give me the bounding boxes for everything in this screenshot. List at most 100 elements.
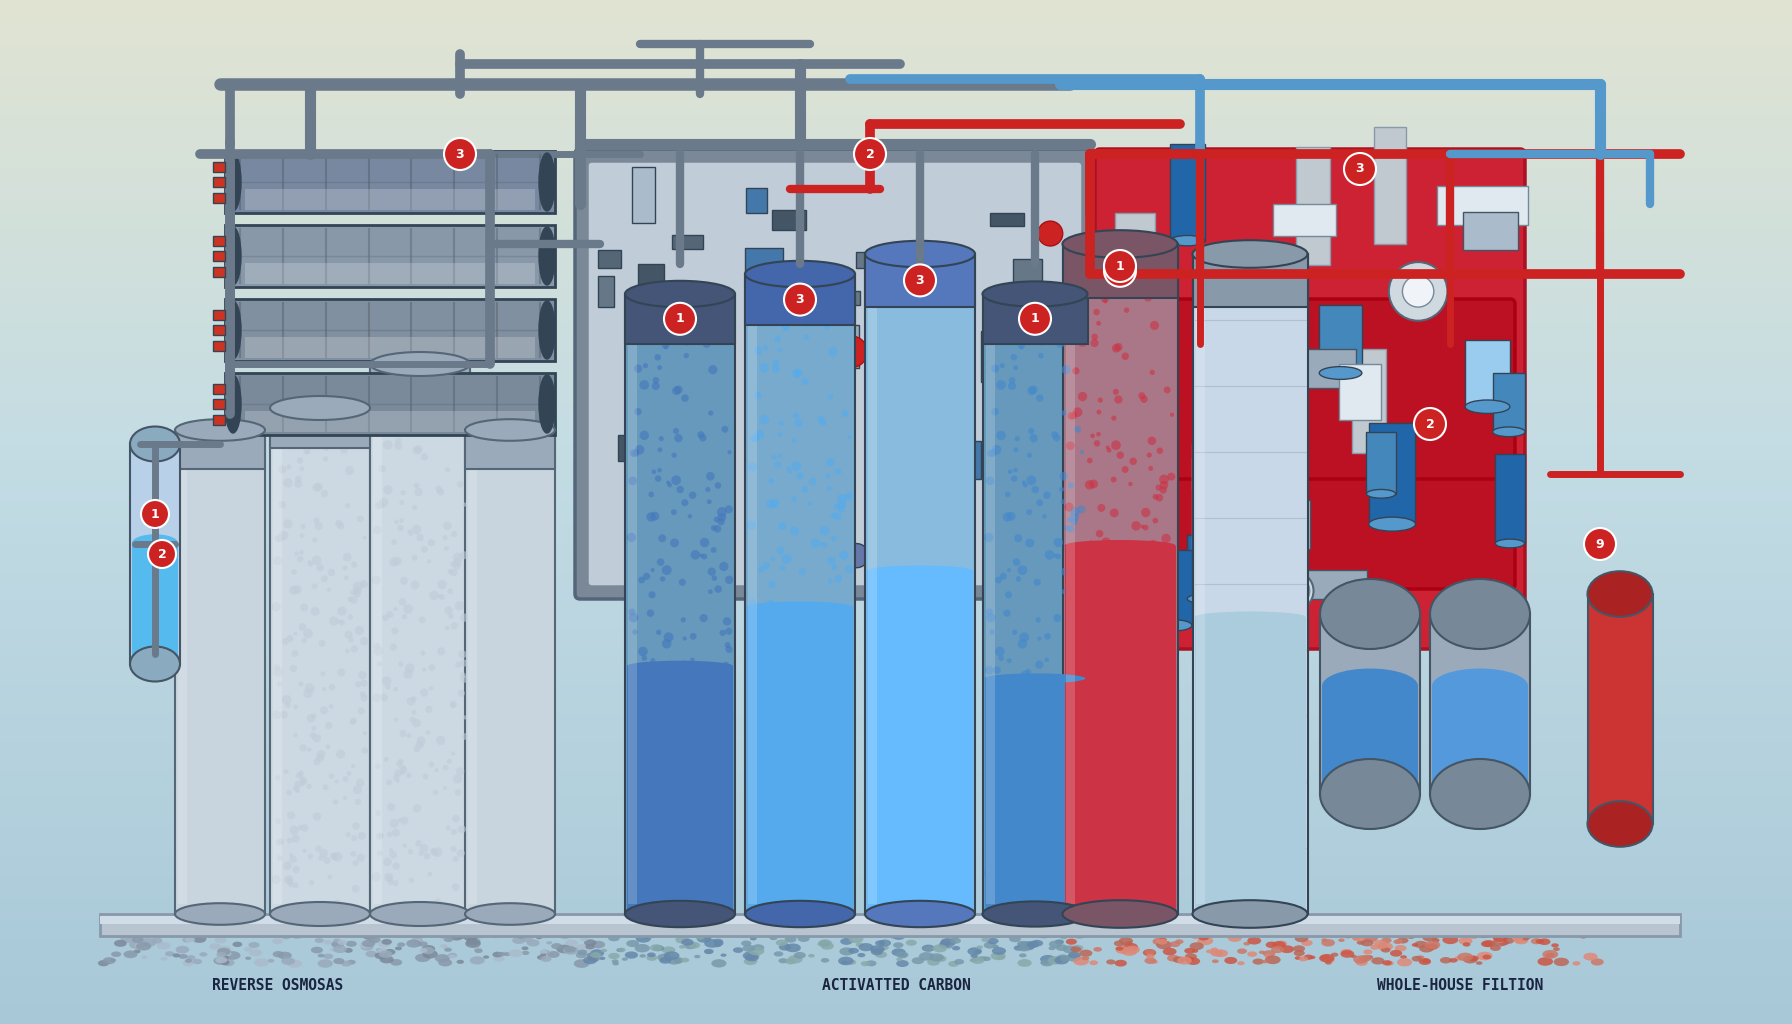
Ellipse shape — [928, 953, 944, 962]
Circle shape — [1109, 509, 1118, 517]
Polygon shape — [986, 304, 995, 904]
Circle shape — [717, 513, 726, 521]
Circle shape — [434, 898, 441, 905]
Circle shape — [1163, 837, 1172, 845]
Circle shape — [778, 347, 781, 352]
Circle shape — [1059, 746, 1064, 752]
Ellipse shape — [1417, 955, 1425, 959]
Circle shape — [443, 765, 448, 770]
Ellipse shape — [1351, 934, 1366, 941]
Circle shape — [794, 419, 803, 427]
Polygon shape — [625, 294, 735, 914]
Circle shape — [1018, 341, 1025, 349]
Circle shape — [400, 770, 405, 775]
Circle shape — [1077, 626, 1086, 635]
Circle shape — [310, 732, 315, 738]
Circle shape — [780, 565, 785, 570]
Circle shape — [649, 818, 658, 826]
Circle shape — [439, 594, 444, 600]
Ellipse shape — [366, 950, 378, 957]
Circle shape — [1093, 282, 1102, 291]
Circle shape — [796, 829, 801, 836]
Ellipse shape — [1432, 669, 1529, 703]
Circle shape — [1219, 580, 1269, 630]
Circle shape — [634, 445, 645, 455]
Circle shape — [1082, 253, 1088, 259]
Circle shape — [1030, 831, 1036, 838]
Circle shape — [762, 296, 771, 304]
Ellipse shape — [1322, 669, 1417, 703]
Ellipse shape — [745, 901, 855, 927]
Circle shape — [692, 315, 697, 322]
Circle shape — [292, 882, 299, 888]
Circle shape — [713, 516, 720, 522]
Circle shape — [1104, 610, 1113, 620]
Circle shape — [774, 461, 781, 468]
Circle shape — [1116, 452, 1124, 459]
Circle shape — [788, 872, 794, 879]
Circle shape — [1055, 554, 1061, 559]
Circle shape — [629, 476, 638, 485]
Circle shape — [1111, 446, 1150, 486]
Circle shape — [428, 871, 432, 877]
Ellipse shape — [1536, 939, 1545, 944]
Ellipse shape — [1215, 933, 1220, 936]
Ellipse shape — [1478, 932, 1489, 938]
Ellipse shape — [1185, 956, 1193, 963]
Ellipse shape — [699, 932, 713, 939]
Circle shape — [301, 778, 308, 784]
Circle shape — [280, 530, 289, 541]
Circle shape — [833, 504, 840, 510]
Ellipse shape — [1403, 931, 1414, 937]
Circle shape — [407, 529, 412, 534]
Ellipse shape — [1426, 943, 1439, 950]
Circle shape — [349, 718, 357, 724]
Circle shape — [1077, 319, 1082, 325]
Ellipse shape — [785, 936, 796, 943]
Circle shape — [763, 345, 769, 350]
Circle shape — [645, 876, 650, 882]
Ellipse shape — [946, 945, 952, 948]
Circle shape — [1106, 651, 1113, 659]
Circle shape — [407, 773, 412, 778]
Circle shape — [272, 711, 281, 719]
Ellipse shape — [622, 957, 627, 961]
Circle shape — [1000, 763, 1005, 769]
Circle shape — [706, 321, 713, 329]
Circle shape — [1020, 632, 1029, 642]
Circle shape — [375, 502, 382, 509]
Circle shape — [1156, 833, 1161, 839]
Polygon shape — [176, 430, 265, 914]
Circle shape — [772, 359, 780, 367]
Ellipse shape — [1425, 941, 1441, 949]
Ellipse shape — [1082, 930, 1093, 936]
Circle shape — [1081, 318, 1086, 324]
Ellipse shape — [1419, 958, 1432, 965]
Circle shape — [753, 842, 758, 847]
FancyBboxPatch shape — [1106, 299, 1514, 489]
Circle shape — [799, 842, 805, 847]
Circle shape — [1115, 343, 1122, 351]
Bar — [246, 189, 536, 210]
Circle shape — [790, 496, 797, 502]
Circle shape — [392, 557, 401, 565]
Circle shape — [1109, 675, 1115, 681]
Circle shape — [272, 664, 280, 671]
Polygon shape — [867, 570, 973, 914]
Ellipse shape — [607, 935, 620, 941]
Circle shape — [1088, 458, 1093, 463]
Circle shape — [819, 419, 826, 426]
Circle shape — [418, 398, 426, 407]
Circle shape — [349, 720, 355, 725]
Circle shape — [726, 575, 733, 584]
Ellipse shape — [1186, 957, 1201, 965]
Circle shape — [661, 639, 672, 648]
Ellipse shape — [1195, 611, 1306, 623]
Ellipse shape — [131, 926, 147, 934]
Ellipse shape — [1525, 935, 1532, 939]
Ellipse shape — [1294, 932, 1301, 937]
Circle shape — [1158, 879, 1165, 886]
Circle shape — [289, 853, 294, 857]
Circle shape — [715, 482, 720, 488]
Bar — [213, 309, 226, 319]
